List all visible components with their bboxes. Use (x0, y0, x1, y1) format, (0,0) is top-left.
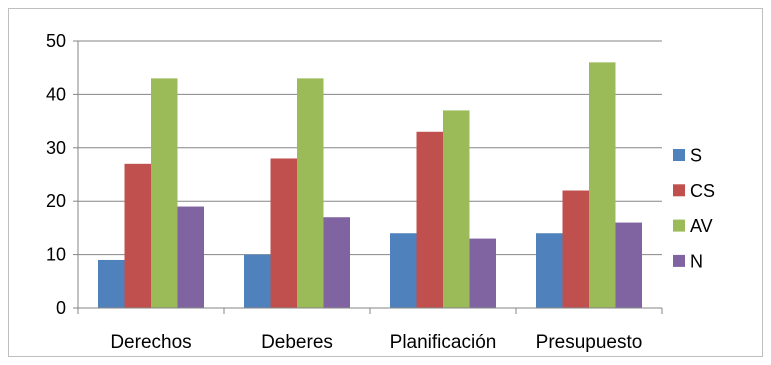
axis-labels: 0 10 20 30 40 50 Derechos Deberes Planificación P… (46, 31, 642, 353)
y-tick-label-50: 50 (46, 31, 66, 51)
bar-n-presupuesto (615, 222, 642, 308)
legend-swatch-cs (673, 184, 685, 197)
bar-av-presupuesto (589, 62, 616, 308)
y-tick-label-10: 10 (46, 245, 66, 265)
bar-s-deberes (244, 254, 271, 308)
bar-s-presupuesto (536, 233, 563, 308)
bar-cs-deberes (270, 158, 297, 308)
legend: S CS AV N (673, 146, 715, 271)
bar-cs-planificación (416, 131, 443, 308)
y-tick-label-20: 20 (46, 191, 66, 211)
bar-s-planificación (390, 233, 417, 308)
x-category-label-0: Derechos (110, 332, 191, 353)
bar-n-planificación (469, 238, 496, 308)
legend-label-n: N (690, 251, 703, 271)
y-tick-label-30: 30 (46, 138, 66, 158)
x-category-label-3: Presupuesto (536, 332, 643, 353)
bar-cs-presupuesto (562, 190, 589, 308)
legend-swatch-av (673, 219, 685, 232)
bar-cs-derechos (124, 163, 151, 308)
legend-label-av: AV (690, 216, 713, 236)
legend-swatch-n (673, 254, 685, 267)
axes (73, 40, 663, 314)
legend-swatch-s (673, 149, 685, 161)
y-tick-label-0: 0 (56, 298, 66, 318)
bar-n-deberes (323, 217, 350, 308)
bar-av-planificación (443, 110, 470, 308)
y-tick-label-40: 40 (46, 84, 66, 104)
bar-n-derechos (177, 206, 204, 308)
bar-av-deberes (297, 78, 324, 308)
legend-label-cs: CS (690, 181, 715, 201)
x-category-label-2: Planificación (390, 332, 497, 353)
x-category-label-1: Deberes (261, 332, 333, 353)
bar-s-derechos (98, 259, 125, 308)
legend-label-s: S (690, 146, 702, 166)
bar-av-derechos (151, 78, 178, 308)
bars (98, 62, 642, 308)
